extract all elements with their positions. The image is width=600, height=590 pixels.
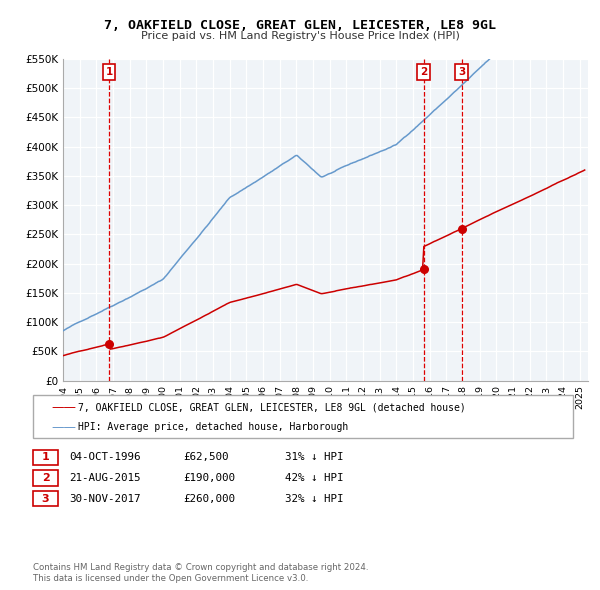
Text: £62,500: £62,500 xyxy=(183,453,229,462)
Text: £260,000: £260,000 xyxy=(183,494,235,503)
Text: 1: 1 xyxy=(42,453,49,462)
Text: HPI: Average price, detached house, Harborough: HPI: Average price, detached house, Harb… xyxy=(78,422,348,432)
Text: This data is licensed under the Open Government Licence v3.0.: This data is licensed under the Open Gov… xyxy=(33,574,308,583)
Text: 31% ↓ HPI: 31% ↓ HPI xyxy=(285,453,343,462)
Text: 32% ↓ HPI: 32% ↓ HPI xyxy=(285,494,343,503)
Text: 21-AUG-2015: 21-AUG-2015 xyxy=(69,473,140,483)
Text: 2: 2 xyxy=(42,473,49,483)
Text: ——: —— xyxy=(51,401,76,414)
Text: 2: 2 xyxy=(420,67,427,77)
Text: 1: 1 xyxy=(106,67,113,77)
Text: 42% ↓ HPI: 42% ↓ HPI xyxy=(285,473,343,483)
Text: ——: —— xyxy=(51,421,76,434)
Text: 7, OAKFIELD CLOSE, GREAT GLEN, LEICESTER, LE8 9GL (detached house): 7, OAKFIELD CLOSE, GREAT GLEN, LEICESTER… xyxy=(78,402,466,412)
Text: Contains HM Land Registry data © Crown copyright and database right 2024.: Contains HM Land Registry data © Crown c… xyxy=(33,563,368,572)
Text: 30-NOV-2017: 30-NOV-2017 xyxy=(69,494,140,503)
Text: Price paid vs. HM Land Registry's House Price Index (HPI): Price paid vs. HM Land Registry's House … xyxy=(140,31,460,41)
Text: 3: 3 xyxy=(42,494,49,503)
Text: 7, OAKFIELD CLOSE, GREAT GLEN, LEICESTER, LE8 9GL: 7, OAKFIELD CLOSE, GREAT GLEN, LEICESTER… xyxy=(104,19,496,32)
Text: £190,000: £190,000 xyxy=(183,473,235,483)
Text: 04-OCT-1996: 04-OCT-1996 xyxy=(69,453,140,462)
Text: 3: 3 xyxy=(458,67,465,77)
